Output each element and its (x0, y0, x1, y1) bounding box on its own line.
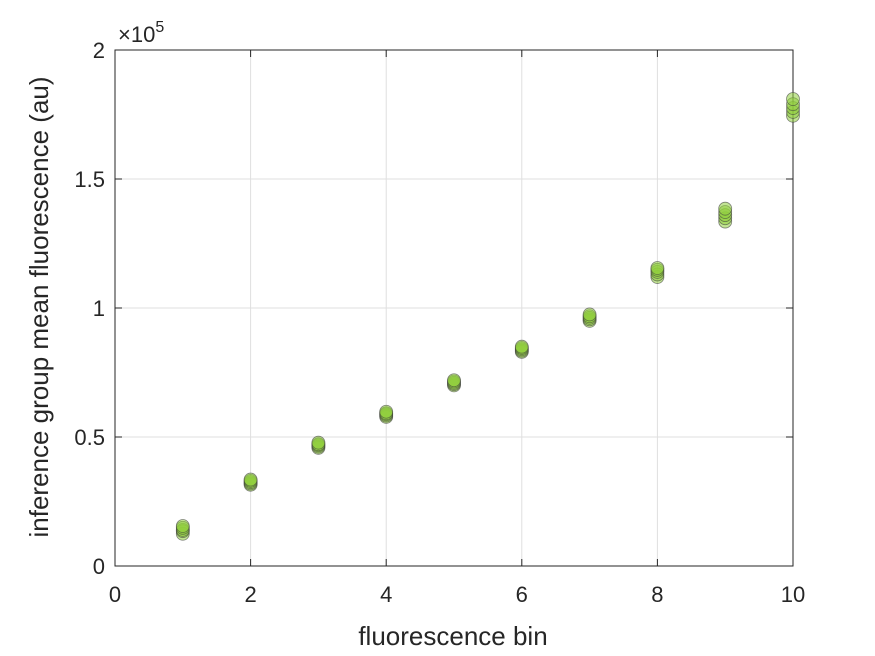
data-point (786, 92, 800, 106)
y-axis-multiplier-exponent: 5 (155, 19, 164, 36)
data-point (175, 519, 190, 533)
x-axis-label: fluorescence bin (358, 621, 547, 651)
y-tick-label: 0 (93, 554, 105, 579)
data-point (650, 261, 665, 275)
y-axis-ticks: 0 0.5 1 1.5 2 (74, 38, 793, 579)
x-tick-label: 0 (109, 582, 121, 607)
x-tick-label: 2 (244, 582, 256, 607)
data-point (311, 435, 326, 450)
x-tick-label: 4 (380, 582, 392, 607)
data-point (447, 373, 461, 388)
data-point (718, 201, 733, 216)
y-tick-label: 0.5 (74, 425, 105, 450)
data-point (582, 307, 597, 322)
y-axis-label: inference group mean fluorescence (au) (24, 76, 54, 537)
data-point (243, 472, 258, 487)
y-tick-label: 1.5 (74, 167, 105, 192)
y-tick-label: 1 (93, 296, 105, 321)
data-point (514, 339, 529, 354)
data-point (379, 404, 394, 419)
x-tick-label: 8 (651, 582, 663, 607)
x-axis-ticks: 0 2 4 6 8 10 (109, 50, 805, 607)
y-axis-multiplier-base: ×10 (118, 22, 155, 47)
x-tick-label: 10 (781, 582, 805, 607)
y-axis-multiplier: ×105 (118, 19, 164, 47)
data-points (175, 92, 800, 541)
x-tick-label: 6 (516, 582, 528, 607)
y-tick-label: 2 (93, 38, 105, 63)
grid-lines (114, 49, 794, 567)
